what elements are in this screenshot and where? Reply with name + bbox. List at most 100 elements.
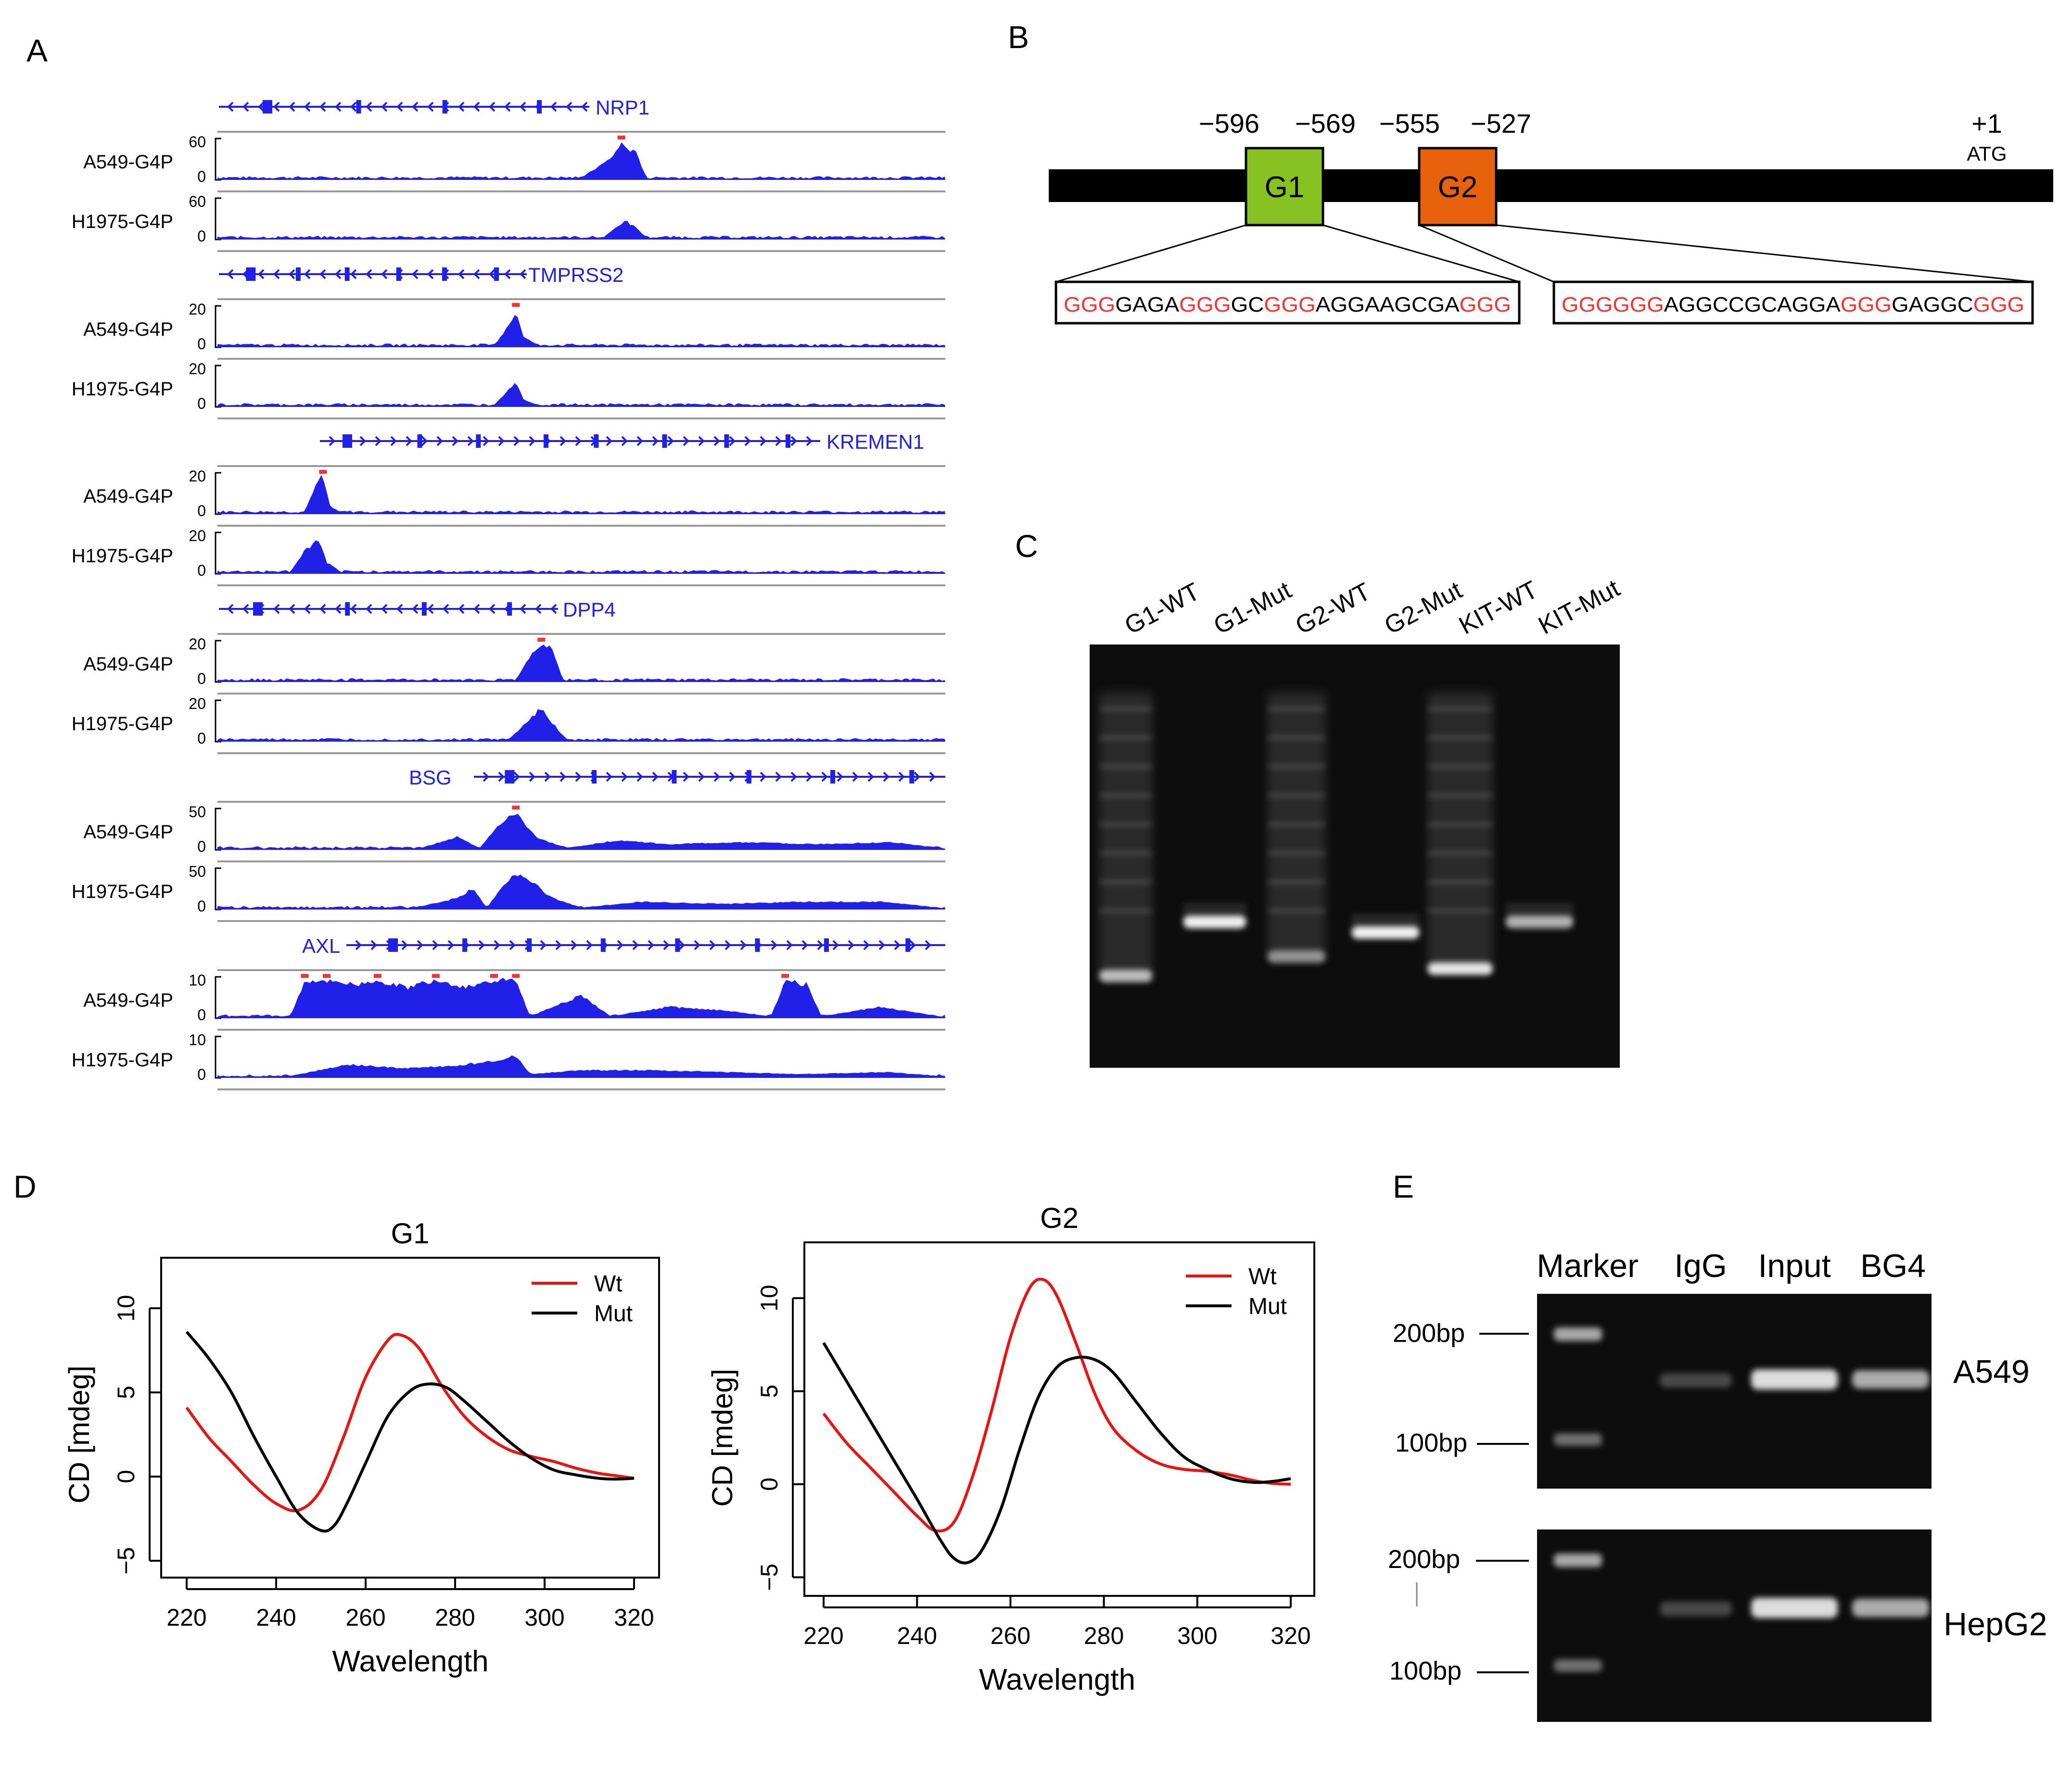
scale-bracket	[215, 197, 221, 240]
strand-chevron	[335, 604, 342, 614]
strand-chevron	[504, 269, 511, 279]
gel-faint-band	[1268, 880, 1325, 884]
y-tick-label: −5	[113, 1547, 140, 1574]
track-label: A549-G4P	[83, 654, 173, 675]
gel-faint-band	[1268, 794, 1325, 797]
saturation-cap	[322, 974, 331, 978]
strand-chevron	[366, 269, 372, 279]
strand-chevron	[694, 940, 700, 950]
x-tick-label: 240	[256, 1604, 296, 1631]
signal-track	[217, 874, 945, 910]
gel-faint-band	[1427, 736, 1493, 740]
exon-block	[600, 938, 606, 952]
x-tick-label: 300	[524, 1604, 564, 1631]
exon-block	[537, 100, 542, 114]
y-tick-label: −5	[756, 1564, 783, 1591]
cell-line-hepg2: HepG2	[1944, 1606, 2047, 1643]
gel-faint-band	[1268, 707, 1325, 711]
sequence-segment: GGGGGG	[1562, 293, 1664, 316]
strand-chevron	[381, 101, 388, 112]
strand-chevron	[760, 436, 766, 446]
strand-chevron	[713, 771, 720, 782]
signal-track	[217, 814, 945, 850]
panel-label-e: E	[1393, 1169, 1414, 1204]
plot-frame	[160, 1257, 660, 1579]
signal-track	[217, 540, 945, 574]
scale-max: 20	[189, 695, 206, 712]
strand-chevron	[289, 269, 295, 279]
gel-e-hepg2	[1537, 1529, 1932, 1722]
strand-chevron	[586, 940, 593, 950]
strand-chevron	[319, 604, 326, 614]
strand-chevron	[335, 269, 342, 279]
gel-faint-band	[1268, 736, 1325, 740]
scale-bracket	[215, 305, 221, 348]
strand-chevron	[540, 940, 547, 950]
track-label: A549-G4P	[83, 319, 173, 340]
scale-max: 60	[189, 193, 206, 210]
gel-c-lane-label: KIT-Mut	[1534, 574, 1624, 640]
y-tick-label: 5	[113, 1386, 140, 1399]
x-axis-label: Wavelength	[332, 1645, 488, 1678]
exon-block	[824, 938, 829, 952]
strand-chevron	[350, 604, 357, 614]
igg-band	[1660, 1602, 1732, 1616]
scale-zero: 0	[197, 168, 206, 185]
exon-block	[262, 100, 272, 114]
track-label: H1975-G4P	[72, 713, 173, 734]
g2-sequence-box	[1552, 280, 2034, 325]
strand-chevron	[289, 604, 295, 614]
sequence-segment: GGG	[1264, 293, 1315, 316]
strand-chevron	[473, 604, 480, 614]
strand-chevron	[632, 940, 639, 950]
chart-title: G2	[1040, 1202, 1079, 1234]
gel-faint-band	[1099, 909, 1152, 913]
strand-chevron	[396, 604, 403, 614]
gel-faint-band	[1427, 822, 1493, 826]
gel-band	[1099, 970, 1152, 982]
saturation-cap	[781, 974, 789, 978]
strand-chevron	[740, 940, 747, 950]
strand-chevron	[227, 269, 234, 279]
strand-chevron	[436, 436, 443, 446]
strand-chevron	[801, 940, 808, 950]
strand-chevron	[447, 940, 454, 950]
strand-chevron	[489, 269, 496, 279]
exon-block	[675, 938, 680, 952]
g1-box	[1245, 147, 1324, 227]
track-label: H1975-G4P	[72, 1049, 173, 1071]
sequence-segment: GGG	[1064, 293, 1115, 316]
sequence-segment: GAGA	[1115, 293, 1180, 316]
scale-max: 20	[189, 360, 206, 378]
gene-name: DPP4	[563, 598, 616, 621]
strand-chevron	[606, 771, 612, 782]
sequence-segment: GC	[1231, 293, 1264, 316]
scale-zero: 0	[197, 395, 206, 412]
gene-name: TMPRSS2	[528, 264, 623, 286]
scale-max: 10	[189, 1031, 206, 1049]
gene-block-kremen1: KREMEN1 A549-G4P 20 0 H1975-G4P 20 0	[72, 430, 945, 586]
a549-100bp-label: 100bp	[1395, 1428, 1467, 1457]
strand-chevron	[381, 604, 388, 614]
scale-zero: 0	[197, 227, 206, 245]
strand-chevron	[452, 436, 458, 446]
saturation-cap	[617, 136, 625, 139]
gel-faint-band	[1427, 851, 1493, 855]
scale-bracket	[215, 365, 221, 408]
gene-name: AXL	[302, 935, 340, 957]
strand-chevron	[350, 269, 357, 279]
bg4-band	[1852, 1370, 1929, 1389]
track-label: A549-G4P	[83, 486, 173, 507]
exon-block	[746, 770, 751, 784]
exon-block	[592, 770, 597, 784]
strand-chevron	[790, 436, 797, 446]
strand-chevron	[837, 771, 843, 782]
strand-chevron	[621, 436, 628, 446]
scale-zero: 0	[197, 502, 206, 519]
strand-chevron	[258, 101, 265, 112]
exon-block	[417, 434, 422, 448]
strand-chevron	[227, 101, 234, 112]
